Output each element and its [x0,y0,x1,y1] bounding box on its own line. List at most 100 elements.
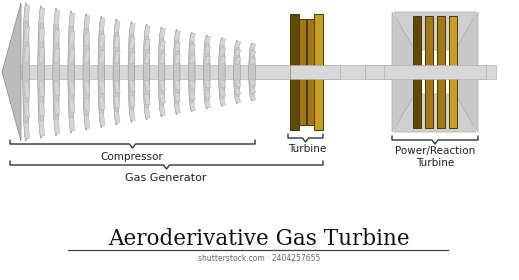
Polygon shape [144,26,151,36]
Polygon shape [129,81,135,92]
Ellipse shape [143,24,150,120]
Polygon shape [69,13,75,27]
Polygon shape [189,55,196,64]
Polygon shape [455,12,478,132]
Polygon shape [54,11,60,25]
Polygon shape [189,102,196,110]
Polygon shape [99,51,105,63]
Polygon shape [54,100,60,115]
Polygon shape [129,52,135,63]
Polygon shape [189,80,196,88]
Bar [365,65,445,79]
Bar [437,16,445,128]
Polygon shape [99,35,105,47]
Bar [313,14,322,130]
Polygon shape [69,117,75,131]
Bar [290,65,340,79]
Polygon shape [114,81,120,92]
Polygon shape [159,81,166,90]
Polygon shape [39,121,45,136]
Polygon shape [114,52,120,63]
Polygon shape [159,41,166,51]
Polygon shape [204,36,211,44]
Polygon shape [144,94,151,104]
Bar [323,65,365,79]
Ellipse shape [158,27,165,117]
Polygon shape [99,97,105,109]
Polygon shape [159,106,166,115]
Bar [290,14,298,130]
Polygon shape [69,49,75,63]
Polygon shape [392,12,415,132]
Polygon shape [84,81,90,94]
Polygon shape [39,8,45,23]
Polygon shape [69,31,75,45]
Bar [449,16,457,128]
Bar [425,16,433,128]
Text: Aeroderivative Gas Turbine: Aeroderivative Gas Turbine [108,228,410,250]
Bar [476,65,496,79]
Polygon shape [24,6,30,21]
Polygon shape [394,12,476,50]
Ellipse shape [291,54,319,90]
Ellipse shape [83,14,90,130]
Ellipse shape [234,40,240,104]
Polygon shape [159,29,166,38]
Polygon shape [235,50,241,56]
Polygon shape [250,95,256,100]
Polygon shape [204,56,211,64]
Polygon shape [144,53,151,63]
Polygon shape [99,113,105,126]
Text: shutterstock.com · 2404257655: shutterstock.com · 2404257655 [198,254,320,263]
Polygon shape [250,44,256,49]
Polygon shape [220,57,226,64]
Ellipse shape [128,22,135,122]
Polygon shape [69,81,75,95]
Polygon shape [189,45,196,53]
Polygon shape [235,80,241,86]
Polygon shape [24,123,30,138]
Polygon shape [84,33,90,46]
Polygon shape [24,26,30,42]
Polygon shape [39,101,45,116]
Text: Gas Generator: Gas Generator [125,173,206,183]
Polygon shape [114,112,120,123]
Polygon shape [250,59,256,64]
Polygon shape [129,110,135,120]
Polygon shape [39,28,45,43]
Polygon shape [220,80,226,87]
Ellipse shape [38,6,44,138]
Bar [307,19,313,125]
Polygon shape [174,80,181,89]
Polygon shape [84,16,90,29]
Bar [413,16,421,128]
Polygon shape [114,36,120,48]
Polygon shape [84,98,90,111]
Polygon shape [174,92,181,101]
Ellipse shape [23,3,29,141]
Polygon shape [250,51,256,57]
Polygon shape [39,81,45,96]
Polygon shape [235,97,241,103]
Bar [290,65,340,79]
Polygon shape [114,96,120,108]
Ellipse shape [218,38,225,106]
Polygon shape [69,99,75,113]
Polygon shape [84,115,90,128]
Polygon shape [204,46,211,54]
Ellipse shape [188,32,195,112]
Polygon shape [235,88,241,94]
Ellipse shape [249,43,255,101]
Polygon shape [54,119,60,133]
Polygon shape [250,80,256,85]
Polygon shape [189,91,196,99]
Polygon shape [250,87,256,93]
Polygon shape [144,81,151,91]
Polygon shape [174,43,181,52]
Polygon shape [54,81,60,95]
Polygon shape [39,48,45,62]
Text: Power/Reaction
Turbine: Power/Reaction Turbine [395,146,475,168]
Polygon shape [174,55,181,64]
Polygon shape [54,48,60,63]
Polygon shape [144,108,151,118]
